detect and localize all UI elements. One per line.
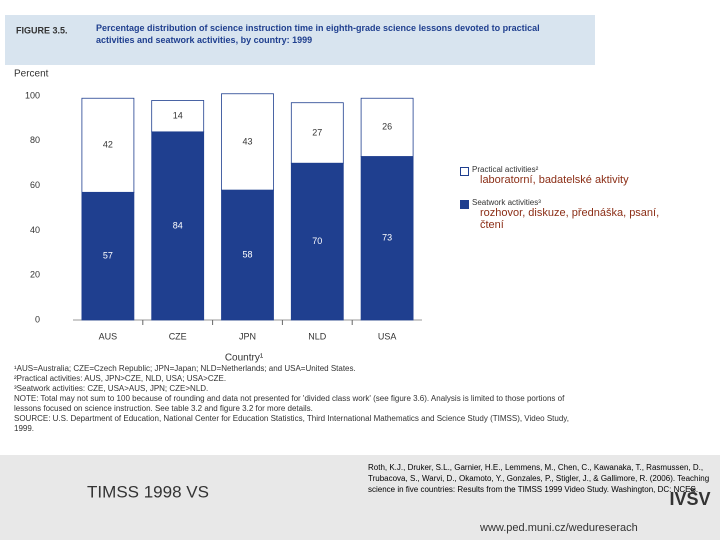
x-tick-label: CZE bbox=[169, 331, 187, 341]
note: ³Seatwork activities: CZE, USA>AUS, JPN;… bbox=[14, 384, 209, 393]
y-axis-label: Percent bbox=[14, 69, 49, 80]
x-tick-label: AUS bbox=[99, 331, 118, 341]
citation: Roth, K.J., Druker, S.L., Garnier, H.E.,… bbox=[368, 463, 710, 494]
y-tick-label: 60 bbox=[30, 180, 40, 190]
header-band bbox=[5, 15, 595, 65]
legend-note: rozhovor, diskuze, přednáška, psaní, čte… bbox=[480, 207, 660, 231]
x-tick-label: NLD bbox=[308, 331, 327, 341]
y-tick-label: 40 bbox=[30, 225, 40, 235]
value-label: 43 bbox=[242, 136, 252, 146]
legend-entry: Seatwork activities³ rozhovor, diskuze, p… bbox=[460, 198, 710, 231]
value-label: 58 bbox=[242, 249, 252, 259]
bar-segment bbox=[290, 102, 344, 164]
logo: IVŠV bbox=[669, 488, 710, 509]
bar-segment bbox=[360, 97, 414, 157]
value-label: 70 bbox=[312, 236, 322, 246]
x-tick-label: USA bbox=[378, 331, 397, 341]
bar-segment bbox=[151, 131, 205, 321]
note: NOTE: Total may not sum to 100 because o… bbox=[14, 394, 565, 413]
bar-segment bbox=[360, 156, 414, 321]
value-label: 42 bbox=[103, 140, 113, 150]
legend-entry: Practical activities² laboratorní, badate… bbox=[460, 165, 710, 186]
value-label: 26 bbox=[382, 122, 392, 132]
value-label: 84 bbox=[173, 220, 183, 230]
y-tick-label: 0 bbox=[35, 314, 40, 324]
chart-title: Percentage distribution of science instr… bbox=[96, 23, 540, 45]
value-label: 57 bbox=[103, 251, 113, 261]
value-label: 73 bbox=[382, 233, 392, 243]
bar-segment bbox=[290, 162, 344, 321]
notes: ¹AUS=Australia; CZE=Czech Republic; JPN=… bbox=[14, 364, 584, 434]
bar-segment bbox=[151, 100, 205, 133]
bar-segment bbox=[81, 97, 135, 193]
legend-label: Seatwork activities³ bbox=[472, 198, 541, 207]
bar-segment bbox=[221, 189, 274, 321]
legend: Practical activities² laboratorní, badate… bbox=[460, 165, 710, 243]
note: ¹AUS=Australia; CZE=Czech Republic; JPN=… bbox=[14, 364, 356, 373]
y-tick-label: 100 bbox=[25, 90, 40, 100]
value-label: 27 bbox=[312, 127, 322, 137]
note: SOURCE: U.S. Department of Education, Na… bbox=[14, 414, 569, 433]
value-label: 14 bbox=[173, 111, 183, 121]
x-tick-label: JPN bbox=[239, 331, 256, 341]
x-axis-label: Country¹ bbox=[225, 353, 264, 364]
url: www.ped.muni.cz/wedureserach bbox=[479, 522, 638, 534]
legend-note: laboratorní, badatelské aktivity bbox=[480, 174, 629, 186]
legend-label: Practical activities² bbox=[472, 165, 539, 174]
footer-band bbox=[0, 455, 720, 540]
figure-label: FIGURE 3.5. bbox=[16, 25, 68, 35]
bar-segment bbox=[221, 93, 274, 191]
y-tick-label: 80 bbox=[30, 135, 40, 145]
y-tick-label: 20 bbox=[30, 270, 40, 280]
legend-swatch bbox=[460, 167, 469, 176]
note: ²Practical activities: AUS, JPN>CZE, NLD… bbox=[14, 374, 227, 383]
caption: TIMSS 1998 VS bbox=[87, 482, 209, 501]
legend-swatch bbox=[460, 200, 469, 209]
